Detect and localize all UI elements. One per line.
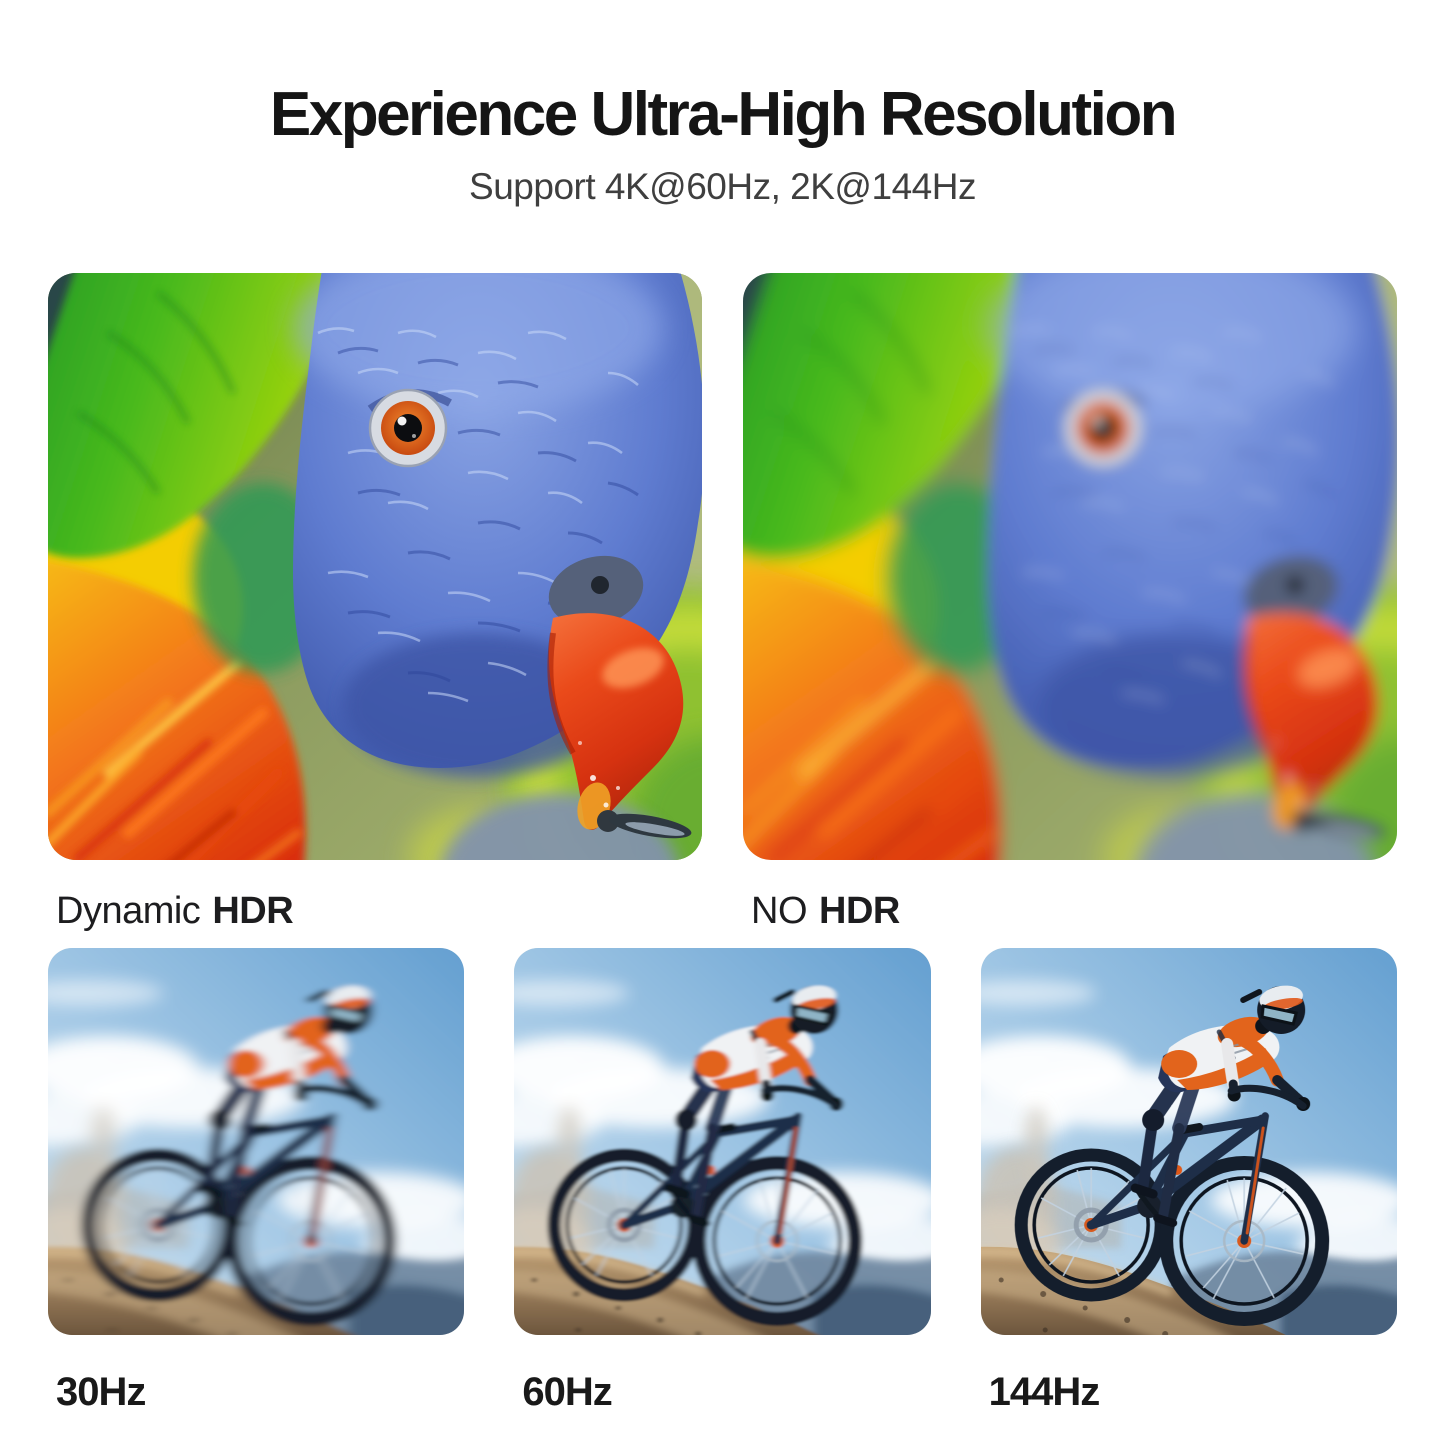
hdr-label-dynamic: Dynamic HDR [48, 890, 702, 934]
refresh-label-60hz: 60Hz [522, 1370, 612, 1415]
page-subtitle: Support 4K@60Hz, 2K@144Hz [469, 165, 976, 207]
hdr-captions-row: Dynamic HDR NO HDR [48, 890, 1397, 934]
biker-photo-sharp [981, 948, 1397, 1335]
refresh-label-30hz: 30Hz [56, 1370, 146, 1415]
biker-photo-blur-strong [48, 948, 464, 1335]
hdr-label-dynamic-prefix: Dynamic [56, 890, 201, 933]
hdr-image-dynamic [48, 273, 702, 861]
hdr-label-dynamic-emphasis: HDR [212, 890, 294, 933]
hdr-label-no-emphasis: HDR [819, 890, 900, 933]
hdr-label-no-hdr: NO HDR [743, 890, 1397, 934]
refresh-captions-row: 30Hz 60Hz 144Hz [48, 1369, 1397, 1415]
refresh-image-60hz [514, 948, 931, 1336]
hdr-label-no-prefix: NO [751, 890, 808, 933]
refresh-label-144hz: 144Hz [988, 1370, 1101, 1415]
biker-photo-blur-medium [514, 948, 930, 1335]
refresh-image-30hz [48, 948, 465, 1336]
hdr-comparison-section [48, 273, 1397, 861]
refresh-image-144hz [980, 948, 1397, 1336]
parrot-photo-blurred [743, 273, 1397, 860]
refresh-rate-comparison-section [48, 948, 1397, 1336]
hdr-image-no-hdr [743, 273, 1397, 861]
page-title: Experience Ultra-High Resolution [269, 80, 1178, 149]
parrot-photo-sharp [48, 273, 702, 860]
